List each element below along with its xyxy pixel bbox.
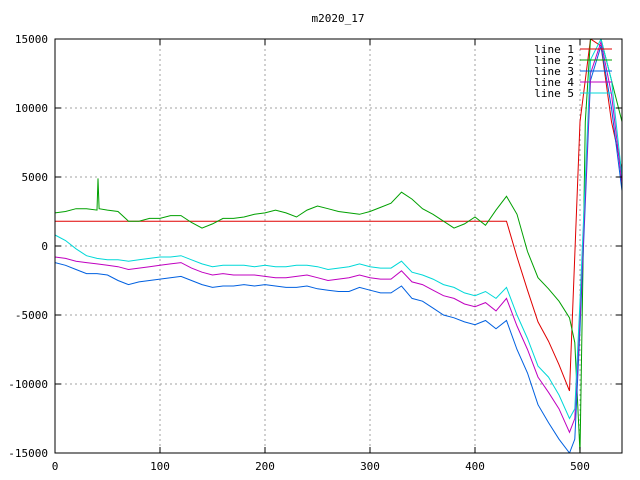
series-line-3 — [55, 45, 622, 453]
legend-label: line 1 — [534, 43, 574, 56]
chart-title: m2020_17 — [312, 12, 365, 25]
grid — [55, 39, 622, 453]
legend-label: line 2 — [534, 54, 574, 67]
series-group — [55, 39, 622, 453]
axis-ticks: 0 100 200 300 400 500 -15000 -10000 -5000 0 5000 10… — [8, 33, 622, 473]
y-tick-label: -10000 — [8, 378, 48, 391]
x-tick-label: 100 — [150, 460, 170, 473]
y-tick-label: 10000 — [15, 102, 48, 115]
y-tick-label: 5000 — [22, 171, 49, 184]
x-tick-label: 300 — [360, 460, 380, 473]
series-line-2 — [55, 39, 622, 453]
legend-label: line 5 — [534, 87, 574, 100]
legend-label: line 3 — [534, 65, 574, 78]
series-line-5 — [55, 39, 622, 420]
y-tick-label: 0 — [41, 240, 48, 253]
y-tick-label: -15000 — [8, 447, 48, 460]
y-tick-label: 15000 — [15, 33, 48, 46]
series-line-4 — [55, 39, 622, 434]
series-line-1 — [55, 39, 622, 392]
x-tick-label: 0 — [52, 460, 59, 473]
x-tick-label: 200 — [255, 460, 275, 473]
y-tick-label: -5000 — [15, 309, 48, 322]
x-tick-label: 500 — [570, 460, 590, 473]
legend-label: line 4 — [534, 76, 574, 89]
x-tick-label: 400 — [465, 460, 485, 473]
